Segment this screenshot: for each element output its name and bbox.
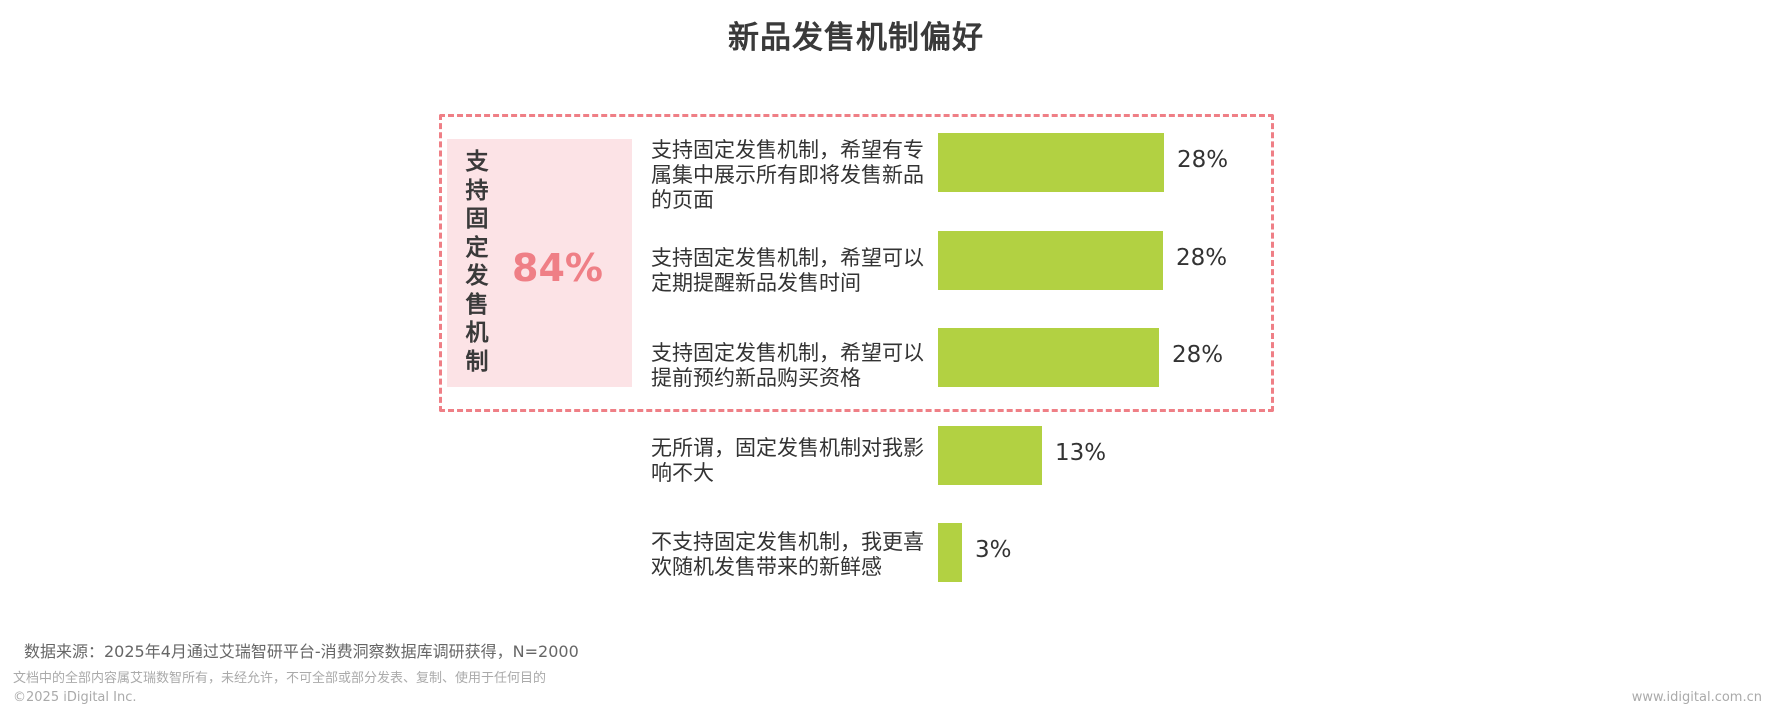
- value-label-2: 28%: [1176, 245, 1228, 271]
- category-label-3: 支持固定发售机制，希望可以提前预约新品购买资格: [651, 341, 924, 390]
- category-label-4: 无所谓，固定发售机制对我影响不大: [651, 436, 924, 485]
- bar-2: [938, 231, 1163, 290]
- value-label-4: 13%: [1055, 440, 1107, 466]
- group-panel: [447, 139, 632, 387]
- value-label-5: 3%: [975, 537, 1012, 563]
- disclaimer: 文档中的全部内容属艾瑞数智所有，未经允许，不可全部或部分发表、复制、使用于任何目…: [13, 671, 547, 686]
- bar-3: [938, 328, 1159, 387]
- category-label-5: 不支持固定发售机制，我更喜欢随机发售带来的新鲜感: [651, 530, 924, 579]
- bar-5: [938, 523, 962, 582]
- website-link[interactable]: www.idigital.com.cn: [1631, 690, 1762, 705]
- copyright: ©2025 iDigital Inc.: [13, 690, 137, 705]
- value-label-1: 28%: [1177, 147, 1229, 173]
- data-source: 数据来源：2025年4月通过艾瑞智研平台-消费洞察数据库调研获得，N=2000: [24, 642, 579, 661]
- group-label: 支持固定发售机制: [465, 149, 489, 375]
- category-label-1: 支持固定发售机制，希望有专属集中展示所有即将发售新品的页面: [651, 138, 924, 212]
- bar-1: [938, 133, 1164, 192]
- group-value: 84%: [512, 246, 603, 290]
- bar-4: [938, 426, 1042, 485]
- group-highlight-box: [439, 114, 1274, 412]
- chart-title: 新品发售机制偏好: [728, 20, 984, 56]
- value-label-3: 28%: [1172, 342, 1224, 368]
- category-label-2: 支持固定发售机制，希望可以定期提醒新品发售时间: [651, 246, 924, 295]
